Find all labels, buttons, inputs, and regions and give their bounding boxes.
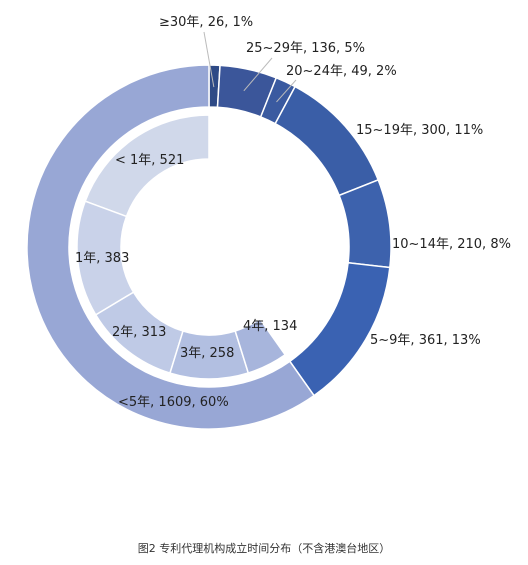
label-15-19: 15~19年, 300, 11% <box>356 123 483 138</box>
leader-gte30 <box>203 31 215 88</box>
label-1yr: 1年, 383 <box>75 251 129 266</box>
leader-25-29 <box>243 57 273 92</box>
outer-ring <box>26 64 392 430</box>
label-gte30: ≥30年, 26, 1% <box>159 15 253 30</box>
label-lt1: < 1年, 521 <box>115 153 184 168</box>
label-lt5: <5年, 1609, 60% <box>118 395 229 410</box>
label-3yr: 3年, 258 <box>180 346 234 361</box>
outer-slice-3 <box>274 85 380 197</box>
inner-ring <box>76 114 287 380</box>
leader-20-24 <box>276 79 297 103</box>
label-25-29: 25~29年, 136, 5% <box>246 41 365 56</box>
inner-slice-3 <box>169 330 250 380</box>
outer-slice-0 <box>26 64 316 430</box>
inner-slice-0 <box>84 114 210 218</box>
inner-slice-4 <box>234 317 287 374</box>
inner-slice-2 <box>94 291 184 375</box>
label-4yr: 4年, 134 <box>243 319 297 334</box>
label-20-24: 20~24年, 49, 2% <box>286 64 397 79</box>
label-5-9: 5~9年, 361, 13% <box>370 333 481 348</box>
outer-slice-1 <box>288 261 391 397</box>
figure-caption: 图2 专利代理机构成立时间分布（不含港澳台地区） <box>137 542 391 555</box>
inner-slice-1 <box>76 200 135 316</box>
outer-slice-2 <box>338 178 392 269</box>
label-2yr: 2年, 313 <box>112 325 166 340</box>
label-10-14: 10~14年, 210, 8% <box>392 237 511 252</box>
leader-lines <box>203 31 297 103</box>
